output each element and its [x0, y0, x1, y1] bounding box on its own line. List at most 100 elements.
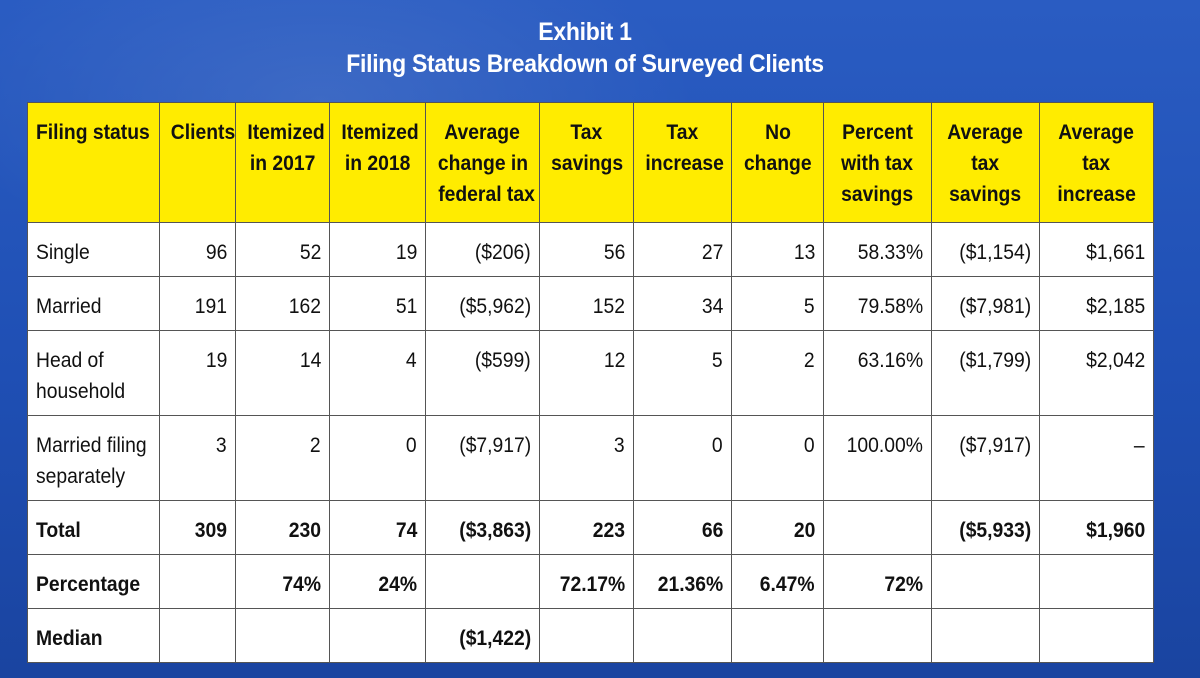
table-cell — [329, 608, 426, 663]
row-label-line: Single — [36, 241, 90, 264]
table-cell — [823, 608, 932, 663]
row-label-line: Head of — [36, 349, 104, 372]
table-cell-text: $2,042 — [1085, 349, 1145, 372]
table-cell-text: 230 — [288, 519, 321, 542]
table-cell: ($1,799) — [931, 330, 1040, 416]
table-cell-text: 34 — [701, 295, 723, 318]
table-cell: ($599) — [425, 330, 540, 416]
row-label-line: Married filing — [36, 434, 147, 457]
table-cell — [1039, 608, 1154, 663]
column-header: No change — [731, 102, 824, 223]
row-label: Married filing separately — [27, 415, 160, 501]
table-cell: ($7,917) — [931, 415, 1040, 501]
table-cell: ($206) — [425, 222, 540, 277]
table-cell-text: 5 — [804, 295, 815, 318]
column-header-line: Average — [947, 121, 1024, 144]
table-cell-text: 2 — [310, 434, 321, 457]
table-cell — [159, 554, 236, 609]
table-cell: 74 — [329, 500, 426, 555]
table-cell — [539, 608, 634, 663]
row-label-line: Married — [36, 295, 102, 318]
column-header-line: Filing status — [36, 121, 150, 144]
table-cell-text: ($7,981) — [959, 295, 1031, 318]
table-cell-text: 162 — [288, 295, 321, 318]
table-cell-text: 14 — [299, 349, 321, 372]
table-cell: 0 — [329, 415, 426, 501]
table-cell: 79.58% — [823, 276, 932, 331]
table-cell-text: 27 — [701, 241, 723, 264]
table-cell — [159, 608, 236, 663]
table-cell: 0 — [633, 415, 732, 501]
table-cell — [1039, 554, 1154, 609]
table-cell: 24% — [329, 554, 426, 609]
table-cell — [235, 608, 330, 663]
table-cell: 74% — [235, 554, 330, 609]
table-cell: 66 — [633, 500, 732, 555]
table-row: Married filing separately 3 2 0 ($7,917) 3 0 0 10… — [27, 415, 1154, 501]
column-header-line: change in — [437, 152, 529, 175]
column-header-line: savings — [949, 183, 1022, 206]
table-header: Filing status Clients Itemized in 2017 Itemi… — [27, 102, 1154, 223]
table-cell: 152 — [539, 276, 634, 331]
table-row: Head of household 19 14 4 ($599) 12 5 2 63.16% ($1… — [27, 330, 1154, 416]
table-cell — [425, 554, 540, 609]
column-header: Filing status — [27, 102, 160, 223]
table-cell: ($1,422) — [425, 608, 540, 663]
table-cell-text: 13 — [793, 241, 815, 264]
row-label-line: separately — [36, 465, 126, 488]
table-cell-text: 21.36% — [657, 573, 723, 596]
table-cell-text: 63.16% — [857, 349, 923, 372]
column-header: Tax increase — [633, 102, 732, 223]
column-header-line: increase — [645, 152, 724, 175]
table-cell: $2,185 — [1039, 276, 1154, 331]
table-cell-text: 2 — [804, 349, 815, 372]
table-cell: 20 — [731, 500, 824, 555]
table-cell-text: 20 — [793, 519, 815, 542]
table-cell: 191 — [159, 276, 236, 331]
column-header: Percent with tax savings — [823, 102, 932, 223]
table-cell-text: 100.00% — [846, 434, 923, 457]
table-cell — [823, 500, 932, 555]
table-cell: 96 — [159, 222, 236, 277]
table-cell-text: ($5,933) — [959, 519, 1031, 542]
table-cell-text: 19 — [205, 349, 227, 372]
table-cell: 6.47% — [731, 554, 824, 609]
table-cell: 223 — [539, 500, 634, 555]
table-cell: 12 — [539, 330, 634, 416]
column-header-line: tax — [1082, 152, 1111, 175]
table-cell: 27 — [633, 222, 732, 277]
column-header: Itemized in 2017 — [235, 102, 330, 223]
column-header-line: increase — [1057, 183, 1136, 206]
table-cell: 309 — [159, 500, 236, 555]
column-header-line: in 2018 — [344, 152, 411, 175]
filing-status-table: Filing status Clients Itemized in 2017 Itemi… — [27, 102, 1154, 663]
table-cell: $1,661 — [1039, 222, 1154, 277]
column-header-line: savings — [841, 183, 914, 206]
table-cell-text: 58.33% — [857, 241, 923, 264]
column-header-line: Itemized — [341, 121, 419, 144]
column-header-line: Percent — [842, 121, 913, 144]
table-cell-text: 79.58% — [857, 295, 923, 318]
column-header-line: change — [743, 152, 812, 175]
table-cell: 21.36% — [633, 554, 732, 609]
table-cell: 100.00% — [823, 415, 932, 501]
table-cell-text: 0 — [406, 434, 417, 457]
table-cell-text: 72.17% — [559, 573, 625, 596]
column-header-line: savings — [551, 152, 624, 175]
table-cell: $1,960 — [1039, 500, 1154, 555]
table-cell: 5 — [731, 276, 824, 331]
table-cell: 52 — [235, 222, 330, 277]
table-cell-text: ($7,917) — [459, 434, 531, 457]
column-header: Clients — [159, 102, 236, 223]
column-header-line: in 2017 — [249, 152, 316, 175]
table-cell: 3 — [159, 415, 236, 501]
table-cell-text: 72% — [884, 573, 923, 596]
table-cell-text: $1,960 — [1085, 519, 1145, 542]
column-header-line: Clients — [170, 121, 236, 144]
table-cell: 51 — [329, 276, 426, 331]
table-cell: 56 — [539, 222, 634, 277]
column-header: Itemized in 2018 — [329, 102, 426, 223]
table-cell: 58.33% — [823, 222, 932, 277]
column-header-line: Tax — [570, 121, 603, 144]
